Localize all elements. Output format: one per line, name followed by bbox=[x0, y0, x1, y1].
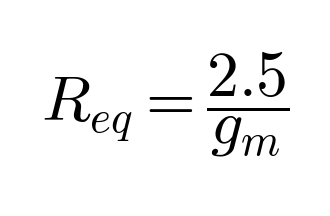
Text: $R_{eq} = \dfrac{2.5}{g_m}$: $R_{eq} = \dfrac{2.5}{g_m}$ bbox=[41, 49, 289, 159]
